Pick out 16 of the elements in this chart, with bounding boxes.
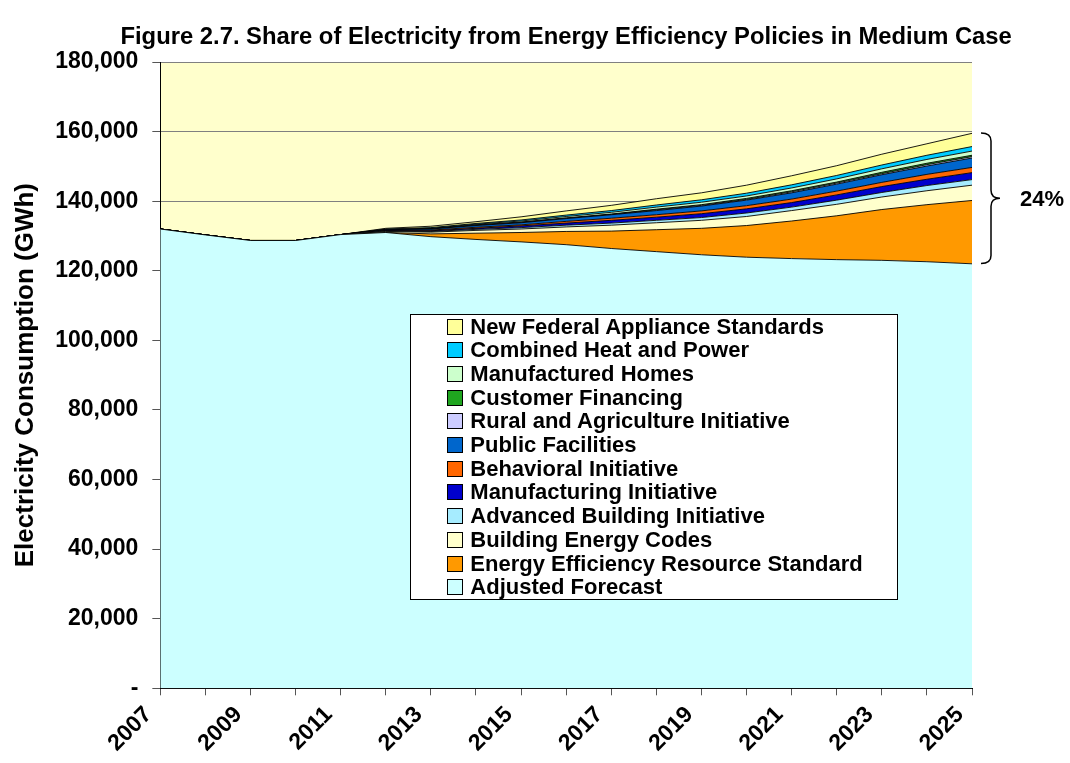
y-tick-label: 160,000 (55, 116, 139, 143)
y-tick-label: - (130, 673, 139, 700)
y-tick-label: 180,000 (55, 47, 139, 74)
y-tick-label: 80,000 (67, 395, 139, 422)
y-tick-label: 140,000 (55, 186, 139, 213)
y-tick-label: 40,000 (67, 534, 139, 561)
y-tick-label: 120,000 (55, 256, 139, 283)
legend-label: Advanced Building Initiative (470, 503, 765, 530)
y-tick-label: 100,000 (55, 325, 139, 352)
legend-label: Manufacturing Initiative (470, 479, 718, 506)
y-tick-label: 60,000 (67, 464, 139, 491)
chart-title: Figure 2.7. Share of Electricity from Energy Efficiency Policies in Medium Case (120, 22, 1012, 50)
text: 24% (1020, 185, 1065, 212)
y-axis-title: Electricity Consumption (GWh) (8, 183, 39, 568)
y-tick-label: 20,000 (67, 604, 139, 631)
legend-label: New Federal Appliance Standards (470, 313, 825, 340)
